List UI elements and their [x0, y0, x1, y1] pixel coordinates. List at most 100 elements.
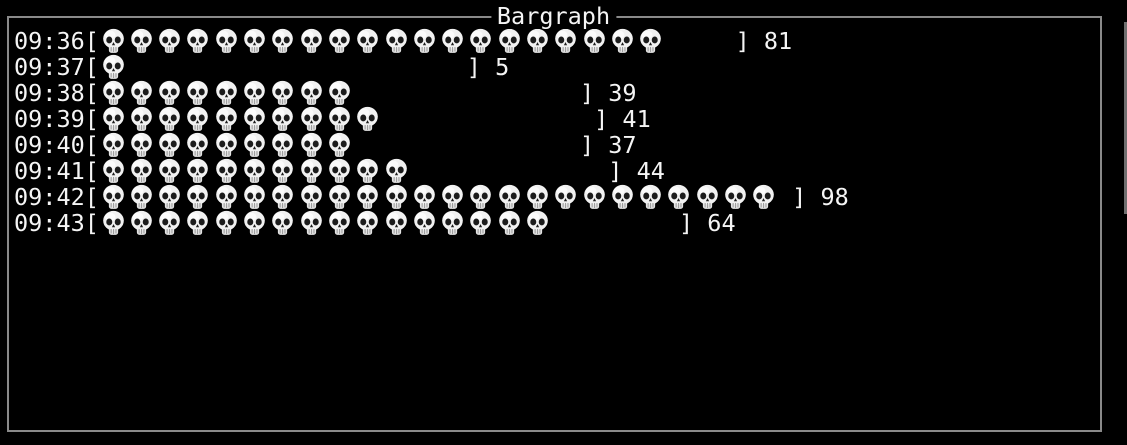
skull-icon — [354, 106, 382, 132]
skull-icon — [297, 184, 325, 210]
skull-icon — [156, 210, 184, 236]
time-label: 09:41 — [14, 157, 85, 185]
skull-icon — [99, 132, 127, 158]
skull-icon — [552, 28, 580, 54]
bar-row: 09:37[] 5 — [14, 54, 1127, 80]
skull-icon — [269, 158, 297, 184]
skull-icon — [410, 184, 438, 210]
skull-icon — [297, 132, 325, 158]
skull-icon — [523, 28, 551, 54]
skull-icon — [438, 28, 466, 54]
bracket-open: [ — [84, 131, 99, 159]
skull-icon — [438, 210, 466, 236]
bar-value: 5 — [495, 53, 510, 81]
skull-icon — [184, 28, 212, 54]
bracket-close: ] — [579, 79, 595, 107]
bar-row: 09:41[] 44 — [14, 158, 1127, 184]
bar-row: 09:40[] 37 — [14, 132, 1127, 158]
skull-icon — [721, 184, 749, 210]
bar-row: 09:39[] 41 — [14, 106, 1127, 132]
skull-icon — [240, 80, 268, 106]
skull-icon — [269, 106, 297, 132]
skull-icon — [297, 28, 325, 54]
skull-icon — [127, 28, 155, 54]
skull-icon — [99, 106, 127, 132]
skull-icon — [269, 210, 297, 236]
skull-icon — [325, 106, 353, 132]
bar-skulls — [99, 28, 665, 54]
skull-icon — [269, 80, 297, 106]
skull-icon — [156, 132, 184, 158]
skull-icon — [325, 132, 353, 158]
skull-icon — [127, 184, 155, 210]
skull-icon — [467, 28, 495, 54]
bar-rows: 09:36[] 81 09:37[] 5 09:38[] 39 09:39[] 41 09:40… — [14, 28, 1127, 236]
bracket-close: ] — [792, 183, 807, 211]
bar-padding — [552, 210, 679, 236]
bracket-close: ] — [594, 105, 609, 133]
bar-value: 41 — [622, 105, 651, 133]
bar-value: 37 — [608, 131, 637, 159]
bar-skulls — [99, 210, 552, 236]
skull-icon — [184, 106, 212, 132]
skull-icon — [354, 184, 382, 210]
skull-icon — [240, 106, 268, 132]
bar-padding — [665, 28, 736, 54]
skull-icon — [495, 184, 523, 210]
bar-row: 09:42[] 98 — [14, 184, 1127, 210]
bar-skulls — [99, 158, 410, 184]
skull-icon — [269, 184, 297, 210]
skull-icon — [297, 210, 325, 236]
skull-icon — [212, 132, 240, 158]
bar-value: 44 — [636, 157, 665, 185]
skull-icon — [156, 158, 184, 184]
skull-icon — [184, 158, 212, 184]
time-label: 09:39 — [14, 105, 85, 133]
time-label: 09:42 — [14, 183, 85, 211]
skull-icon — [325, 28, 353, 54]
skull-icon — [495, 28, 523, 54]
bracket-open: [ — [84, 53, 99, 81]
skull-icon — [127, 106, 155, 132]
skull-icon — [184, 132, 212, 158]
skull-icon — [382, 158, 410, 184]
skull-icon — [184, 184, 212, 210]
scrollbar-thumb[interactable] — [1124, 22, 1127, 214]
skull-icon — [354, 28, 382, 54]
bar-value: 64 — [707, 209, 736, 237]
skull-icon — [212, 28, 240, 54]
skull-icon — [297, 106, 325, 132]
bar-padding — [127, 54, 467, 80]
time-label: 09:38 — [14, 79, 85, 107]
skull-icon — [156, 106, 184, 132]
bar-row: 09:43[] 64 — [14, 210, 1127, 236]
skull-icon — [240, 184, 268, 210]
skull-icon — [127, 158, 155, 184]
skull-icon — [212, 184, 240, 210]
skull-icon — [382, 184, 410, 210]
bracket-close: ] — [466, 53, 481, 81]
skull-icon — [438, 184, 466, 210]
bar-skulls — [99, 184, 778, 210]
bar-skulls — [99, 132, 354, 158]
skull-icon — [127, 80, 155, 106]
skull-icon — [354, 210, 382, 236]
skull-icon — [240, 132, 268, 158]
skull-icon — [212, 80, 240, 106]
bar-row: 09:36[] 81 — [14, 28, 1127, 54]
bracket-open: [ — [84, 79, 99, 107]
skull-icon — [467, 210, 495, 236]
skull-icon — [325, 80, 353, 106]
bar-value: 81 — [763, 27, 793, 55]
time-label: 09:36 — [14, 27, 85, 55]
skull-icon — [99, 28, 127, 54]
bar-row: 09:38[] 39 — [14, 80, 1127, 106]
bar-value: 98 — [820, 183, 849, 211]
bracket-close: ] — [679, 209, 694, 237]
bracket-open: [ — [84, 183, 99, 211]
skull-icon — [750, 184, 778, 210]
skull-icon — [297, 158, 325, 184]
skull-icon — [410, 210, 438, 236]
bracket-close: ] — [735, 27, 750, 55]
skull-icon — [637, 184, 665, 210]
